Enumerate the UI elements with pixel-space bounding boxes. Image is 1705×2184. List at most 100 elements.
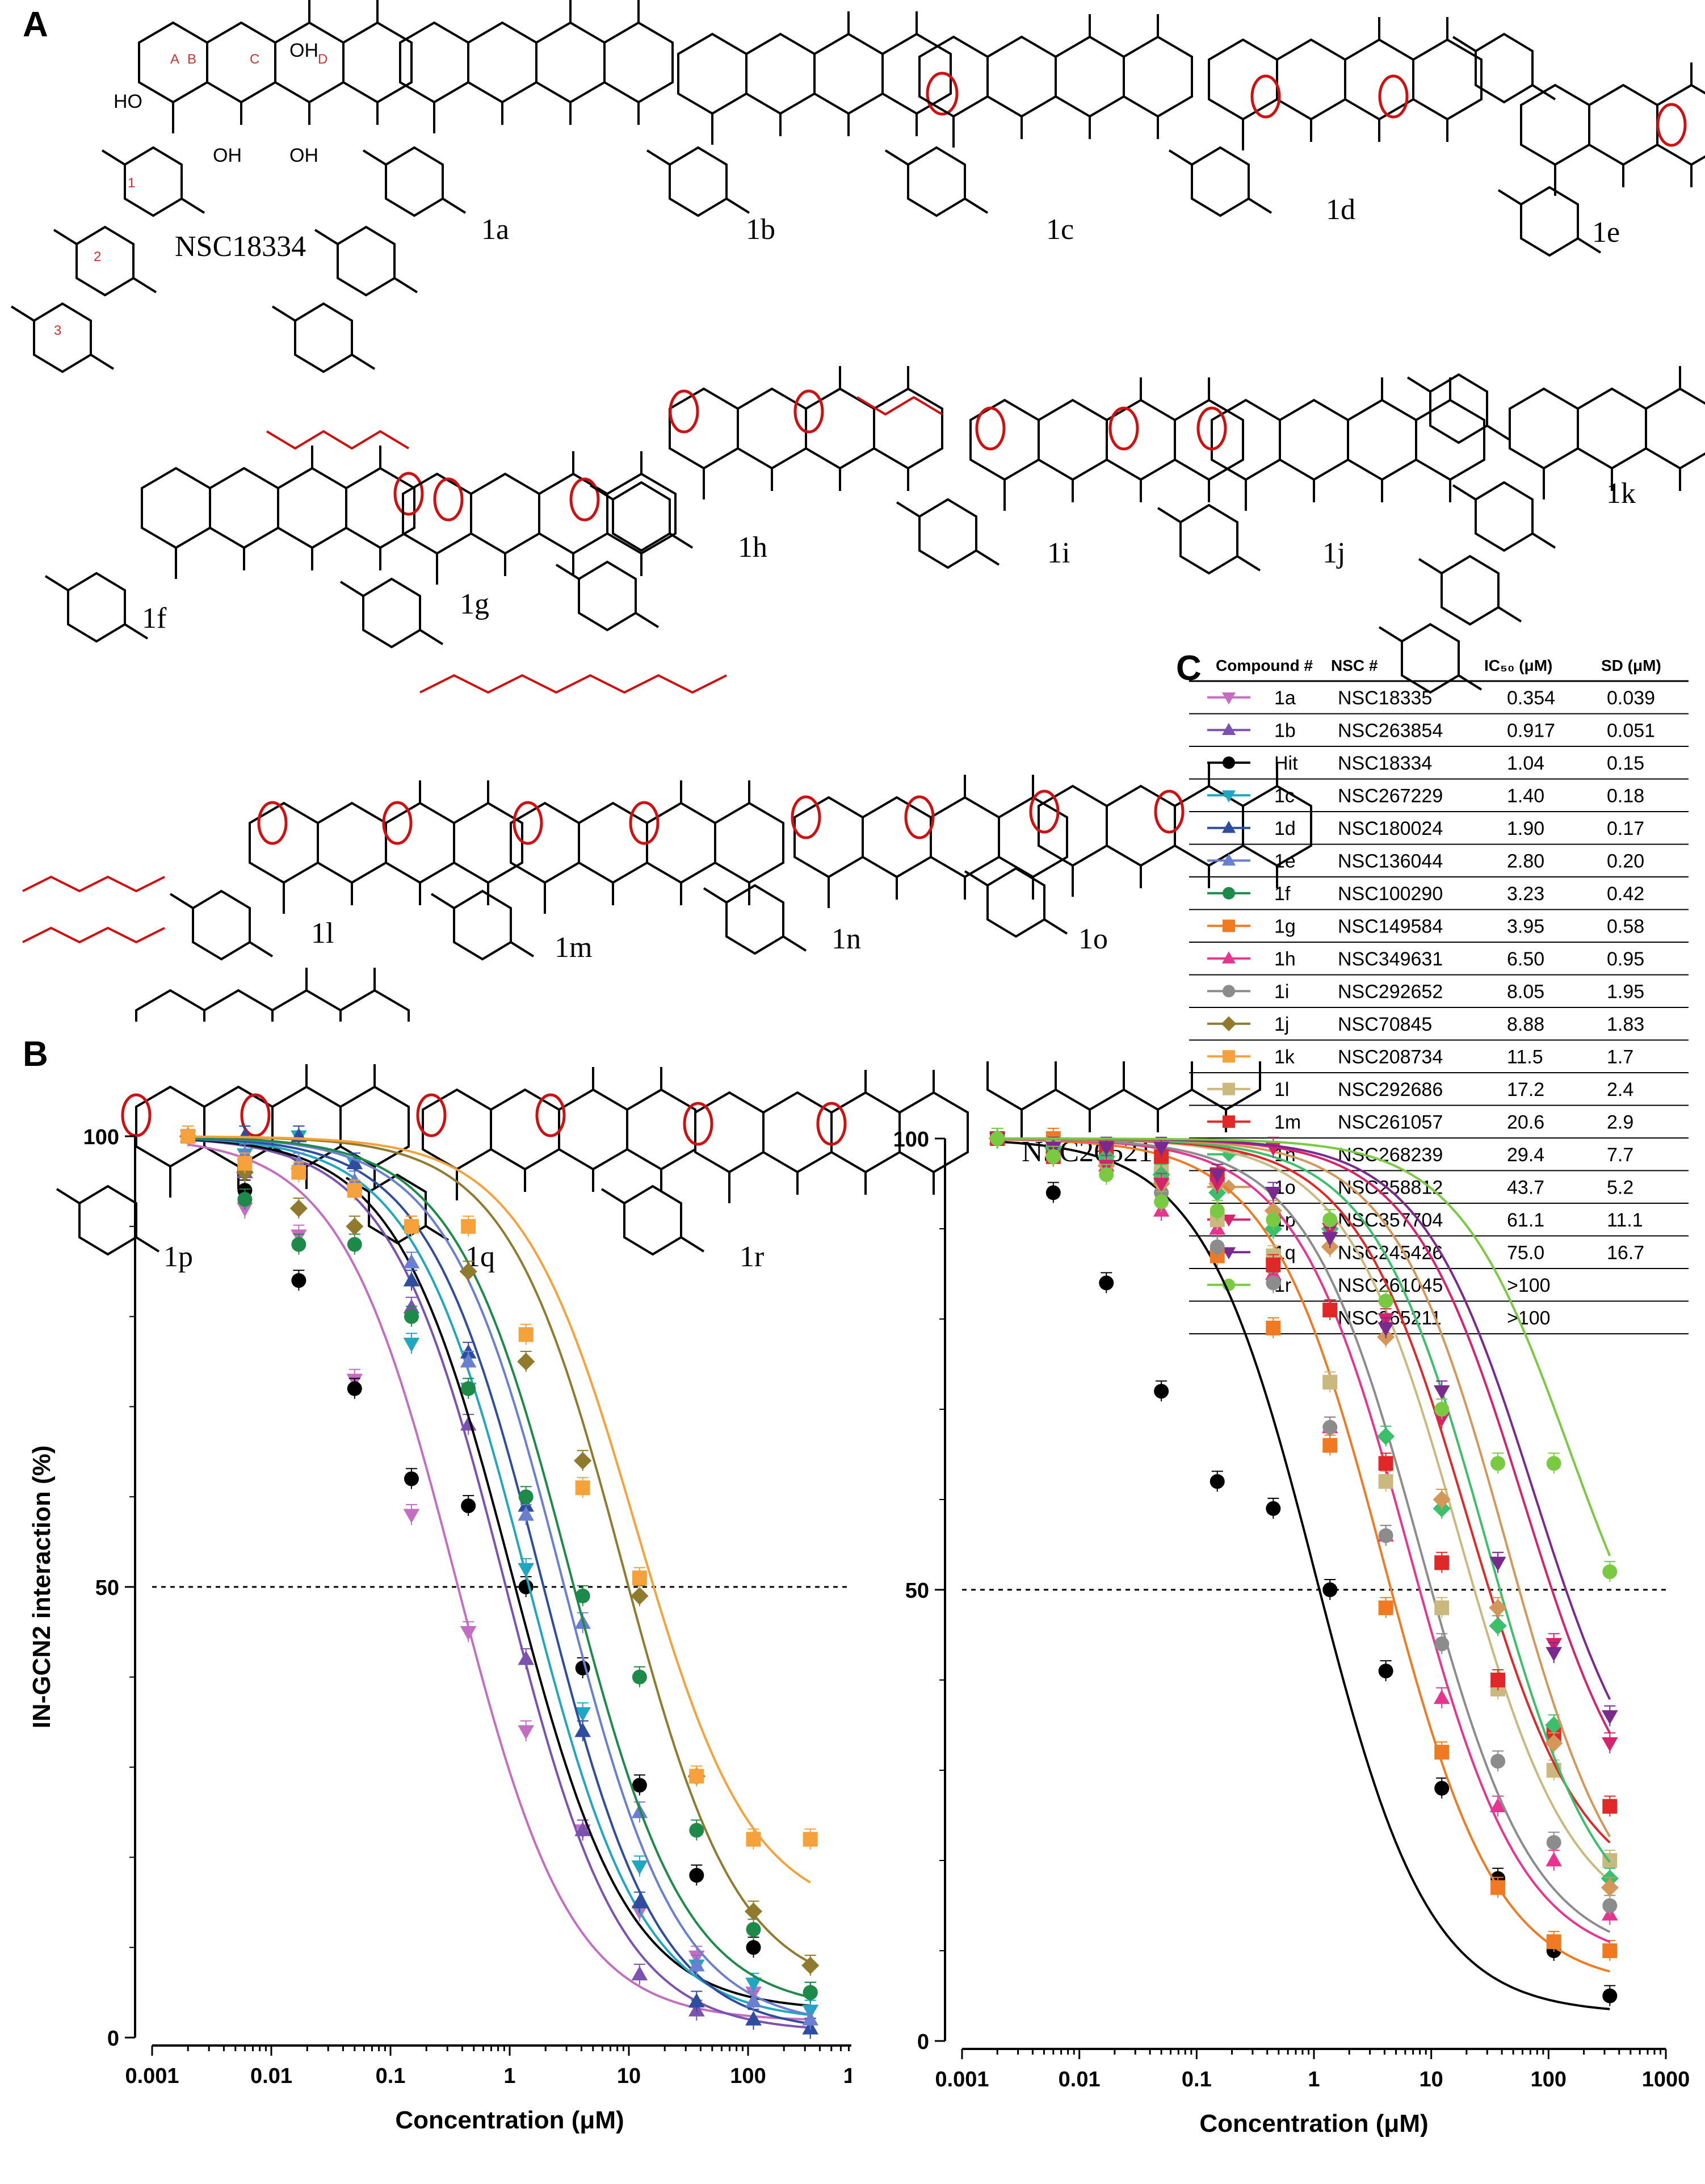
svg-text:B: B bbox=[187, 52, 196, 67]
table-cell: 17.2 bbox=[1507, 1079, 1544, 1101]
series-1a bbox=[179, 1125, 819, 2021]
fit-curve bbox=[188, 1139, 810, 2029]
table-cell: 5.2 bbox=[1607, 1177, 1633, 1198]
structure-1j bbox=[1157, 373, 1511, 574]
data-point bbox=[1378, 1528, 1393, 1543]
structure-1r bbox=[600, 1069, 969, 1255]
data-point bbox=[1433, 1412, 1450, 1427]
axes: 0.001 0.01 0.1 1 10 100 1000 0 50 100 Concentratio… bbox=[893, 1128, 1690, 2137]
table-row: 1j NSC70845 8.88 1.83 bbox=[1189, 1014, 1689, 1041]
data-point bbox=[518, 1650, 535, 1665]
series-1n bbox=[988, 1128, 1619, 1889]
table-cell: NSC70845 bbox=[1338, 1014, 1432, 1035]
ic50-table: Compound # NSC # IC₅₀ (μM) SD (μM) 1a NSC1833… bbox=[1189, 652, 1689, 1344]
table-cell: 1.04 bbox=[1507, 753, 1544, 774]
data-point bbox=[803, 1985, 818, 2000]
data-point bbox=[291, 1237, 306, 1252]
table-row: 1n NSC268239 29.4 7.7 bbox=[1189, 1144, 1689, 1171]
x-tick-label: 100 bbox=[730, 2064, 766, 2088]
table-cell: 1h bbox=[1274, 948, 1296, 970]
x-tick-label: 10 bbox=[617, 2064, 641, 2088]
data-point bbox=[1378, 1600, 1393, 1615]
structure-1l bbox=[22, 779, 523, 960]
data-point bbox=[346, 1154, 363, 1170]
table-cell: 0.051 bbox=[1607, 720, 1655, 741]
data-point bbox=[745, 1993, 762, 2007]
table-cell: NSC292686 bbox=[1338, 1079, 1443, 1101]
table-row: 1e NSC136044 2.80 0.20 bbox=[1189, 850, 1689, 877]
data-point bbox=[1433, 1689, 1450, 1704]
data-point bbox=[237, 1156, 253, 1171]
svg-text:A: A bbox=[170, 52, 179, 67]
x-axis-label: Concentration (μM) bbox=[1199, 2110, 1428, 2137]
table-header-cell: NSC # bbox=[1331, 657, 1378, 674]
structure-label: 1i bbox=[1047, 537, 1070, 569]
legend-marker bbox=[1223, 1050, 1235, 1063]
series-1q bbox=[989, 1128, 1618, 1727]
table-header: Compound # NSC # IC₅₀ (μM) SD (μM) bbox=[1216, 657, 1661, 674]
table-cell: NSC180024 bbox=[1338, 818, 1443, 839]
structure-label: 1m bbox=[555, 931, 593, 964]
fit-curve bbox=[188, 1135, 811, 1964]
structure-label: 1r bbox=[740, 1241, 765, 1273]
table-row: 1m NSC261057 20.6 2.9 bbox=[1189, 1111, 1689, 1139]
svg-text:3: 3 bbox=[54, 323, 61, 338]
table-row: 1a NSC18335 0.354 0.039 bbox=[1189, 687, 1689, 715]
fit-curve bbox=[997, 1137, 1611, 1556]
table-cell: NSC18334 bbox=[1338, 753, 1432, 774]
series-1c bbox=[179, 1125, 819, 2021]
panel-letter-b: B bbox=[23, 1035, 48, 1074]
data-point bbox=[1210, 1239, 1225, 1254]
legend-marker bbox=[1223, 756, 1235, 769]
data-point bbox=[574, 1452, 592, 1470]
data-point bbox=[1602, 1898, 1618, 1913]
data-point bbox=[1098, 1141, 1115, 1156]
structure-label: 1c bbox=[1046, 213, 1074, 246]
data-point bbox=[574, 1723, 591, 1737]
table-cell: 1.7 bbox=[1607, 1046, 1633, 1068]
fit-curve bbox=[188, 1136, 811, 1998]
data-point bbox=[461, 1381, 476, 1396]
data-point bbox=[1489, 1797, 1506, 1812]
data-point bbox=[1378, 1322, 1394, 1337]
data-point bbox=[518, 1506, 535, 1521]
x-tick-label: 0.001 bbox=[125, 2064, 179, 2088]
data-point bbox=[1602, 1799, 1618, 1814]
table-cell: 1i bbox=[1274, 981, 1289, 1002]
data-point bbox=[403, 1254, 420, 1269]
data-point bbox=[1433, 1490, 1451, 1509]
data-point bbox=[689, 1769, 704, 1784]
data-point bbox=[574, 1707, 591, 1722]
table-cell: 61.1 bbox=[1507, 1209, 1544, 1231]
legend-marker bbox=[1223, 1115, 1235, 1128]
data-point bbox=[1210, 1474, 1225, 1489]
series-1b bbox=[179, 1125, 819, 2039]
data-point bbox=[460, 1353, 477, 1368]
data-point bbox=[291, 1165, 306, 1180]
data-point bbox=[1490, 1673, 1506, 1687]
data-point bbox=[631, 1893, 648, 1909]
data-point bbox=[575, 1480, 590, 1496]
structure-label: 1p bbox=[163, 1241, 193, 1273]
x-tick-label: 0.01 bbox=[250, 2064, 292, 2088]
table-cell: 1d bbox=[1274, 818, 1296, 839]
data-point bbox=[1546, 1852, 1562, 1867]
legend-marker bbox=[1221, 853, 1236, 866]
data-point bbox=[1546, 1934, 1561, 1950]
table-cell: 2.80 bbox=[1507, 850, 1544, 872]
fit-curve bbox=[997, 1138, 1611, 1943]
data-point bbox=[1266, 1275, 1281, 1291]
structure-label: 1b bbox=[746, 213, 775, 246]
data-point bbox=[1546, 1835, 1561, 1850]
table-cell: 0.42 bbox=[1607, 883, 1644, 905]
structure-1i bbox=[856, 376, 1244, 569]
data-point bbox=[1266, 1212, 1281, 1228]
legend-marker bbox=[1221, 1214, 1236, 1227]
structure-label: 1h bbox=[738, 531, 767, 564]
fit-curve bbox=[997, 1137, 1611, 1700]
x-tick-label: 1000 bbox=[843, 2064, 851, 2088]
chemical-structures-row4 bbox=[56, 1061, 1261, 1255]
table-cell: 0.917 bbox=[1507, 720, 1555, 741]
data-point bbox=[1434, 1780, 1450, 1796]
table-cell: 20.6 bbox=[1507, 1111, 1544, 1133]
